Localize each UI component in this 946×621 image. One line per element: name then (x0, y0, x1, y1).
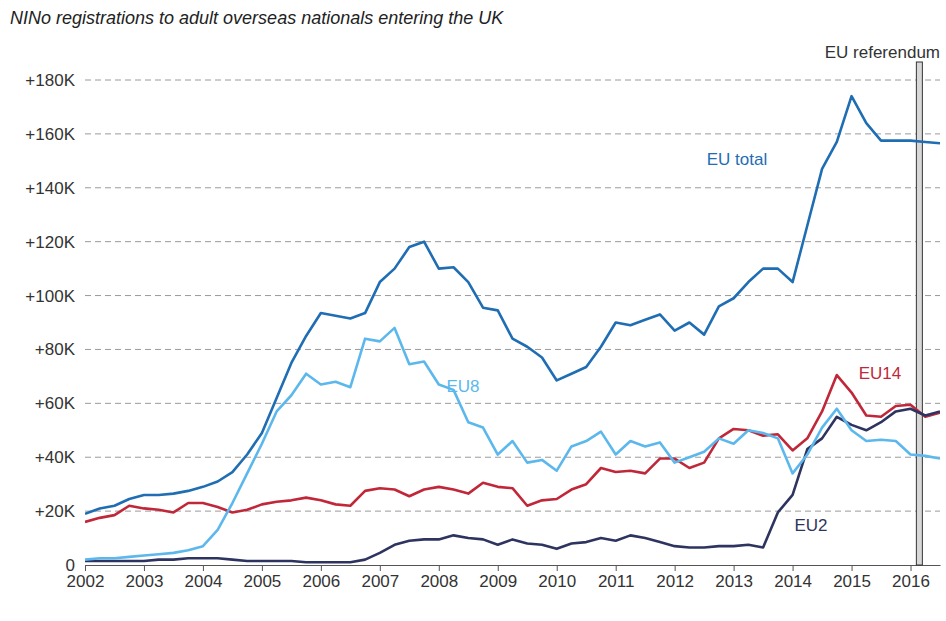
x-tick-mark (793, 565, 794, 571)
grid-line (85, 403, 940, 404)
series-label: EU total (707, 150, 767, 169)
x-tick-mark (675, 565, 676, 571)
grid-line (85, 295, 940, 296)
x-tick-mark (734, 565, 735, 571)
x-tick-label: 2014 (774, 572, 812, 591)
x-tick-label: 2005 (243, 572, 281, 591)
grid-line (85, 511, 940, 512)
x-tick-label: 2006 (302, 572, 340, 591)
y-tick: +20K (35, 502, 85, 521)
x-tick-label: 2012 (656, 572, 694, 591)
y-tick: +100K (25, 286, 85, 305)
series-line (85, 328, 940, 560)
x-tick-mark (557, 565, 558, 571)
x-tick-mark (498, 565, 499, 571)
y-axis: 0+20K+40K+60K+80K+100K+120K+140K+160K+18… (25, 71, 85, 575)
series-label: EU8 (446, 377, 479, 396)
x-tick: 2009 (479, 565, 517, 591)
x-tick-label: 2008 (420, 572, 458, 591)
x-tick: 2004 (185, 565, 223, 591)
x-tick-label: 2015 (833, 572, 871, 591)
y-tick: +120K (25, 233, 85, 252)
x-tick: 2005 (243, 565, 281, 591)
x-tick-mark (144, 565, 145, 571)
grid-line (85, 133, 940, 134)
x-tick-label: 2010 (538, 572, 576, 591)
chart: NINo registrations to adult overseas nat… (0, 0, 946, 621)
x-tick-mark (203, 565, 204, 571)
x-tick: 2011 (598, 565, 635, 591)
grid-line (85, 349, 940, 350)
annotation-line (916, 62, 922, 565)
x-tick-label: 2009 (479, 572, 517, 591)
x-tick-mark (262, 565, 263, 571)
x-tick-label: 2002 (67, 572, 105, 591)
series-label: EU2 (794, 516, 827, 535)
x-tick-label: 2007 (361, 572, 399, 591)
x-tick-mark (852, 565, 853, 571)
x-tick-label: 2016 (892, 572, 930, 591)
y-tick-label: +120K (25, 233, 75, 252)
y-tick: +160K (25, 125, 85, 144)
grid-line (85, 187, 940, 188)
x-axis-line (86, 565, 941, 566)
y-tick-label: +160K (25, 125, 75, 144)
x-tick: 2002 (67, 565, 105, 591)
x-tick-mark (439, 565, 440, 571)
x-tick-label: 2011 (598, 572, 635, 591)
y-tick-label: +100K (25, 286, 75, 305)
x-tick: 2007 (361, 565, 399, 591)
x-tick: 2015 (833, 565, 871, 591)
y-axis-line (85, 81, 86, 566)
x-tick-mark (380, 565, 381, 571)
y-tick-label: +40K (35, 448, 76, 467)
y-tick: +80K (35, 340, 85, 359)
grid-line (85, 457, 940, 458)
x-tick: 2003 (126, 565, 164, 591)
x-tick: 2012 (656, 565, 694, 591)
x-axis: 2002 2003 2004 2005 2006 2007 2008 2009 2010 2011… (67, 565, 941, 591)
series-line (85, 96, 940, 514)
lines (85, 96, 940, 562)
x-tick: 2008 (420, 565, 458, 591)
annotation-text: EU referendum (825, 43, 940, 62)
y-tick: +180K (25, 71, 85, 90)
y-tick-label: +60K (35, 394, 76, 413)
grid-line (85, 80, 940, 81)
x-tick-label: 2013 (715, 572, 753, 591)
y-tick-label: +180K (25, 71, 75, 90)
x-tick: 2006 (302, 565, 340, 591)
x-tick: 2016 (892, 565, 930, 591)
title: NINo registrations to adult overseas nat… (10, 8, 504, 28)
x-tick: 2013 (715, 565, 753, 591)
y-tick-label: +80K (35, 340, 76, 359)
series-label: EU14 (859, 364, 902, 383)
grid-line (85, 241, 940, 242)
x-tick-mark (321, 565, 322, 571)
x-tick-label: 2004 (185, 572, 223, 591)
y-tick-label: +20K (35, 502, 76, 521)
x-tick: 2014 (774, 565, 812, 591)
x-tick-mark (911, 565, 912, 571)
y-tick-label: +140K (25, 179, 75, 198)
series-line (85, 409, 940, 563)
y-tick: +40K (35, 448, 85, 467)
x-tick-mark (85, 565, 86, 571)
x-tick-label: 2003 (126, 572, 164, 591)
x-tick: 2010 (538, 565, 576, 591)
x-tick-mark (616, 565, 617, 571)
y-tick: +140K (25, 179, 85, 198)
y-tick: +60K (35, 394, 85, 413)
